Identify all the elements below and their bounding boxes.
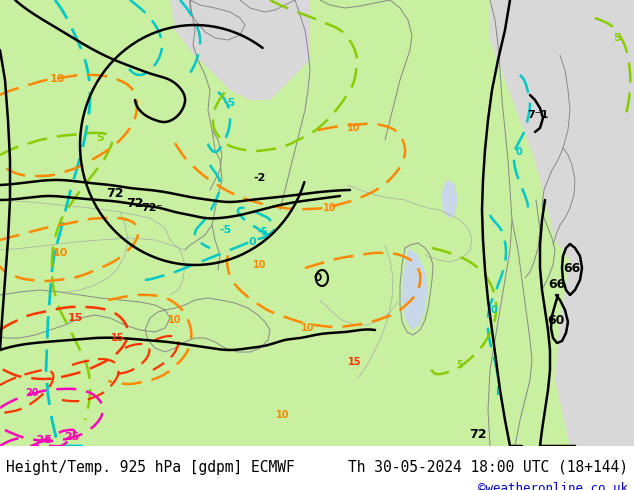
Text: -5: -5 — [219, 225, 231, 235]
Text: -25: -25 — [32, 435, 52, 445]
Text: 72⁻: 72⁻ — [141, 203, 163, 213]
Polygon shape — [490, 0, 634, 320]
Text: 66: 66 — [548, 278, 566, 292]
Text: 72: 72 — [126, 196, 144, 210]
Text: 15: 15 — [67, 313, 82, 323]
Polygon shape — [441, 180, 458, 218]
Text: 10: 10 — [276, 410, 290, 420]
Text: 10: 10 — [253, 260, 267, 270]
Text: 72: 72 — [469, 428, 487, 441]
Text: 20: 20 — [25, 388, 39, 398]
Text: 10: 10 — [168, 315, 182, 325]
Text: -2: -2 — [254, 173, 266, 183]
Text: 10: 10 — [301, 323, 314, 333]
Polygon shape — [170, 0, 310, 100]
Text: -5: -5 — [257, 227, 268, 237]
Text: 66: 66 — [564, 262, 581, 274]
Polygon shape — [402, 248, 428, 330]
Text: 7⁻1: 7⁻1 — [527, 110, 548, 120]
Text: 25: 25 — [64, 432, 80, 442]
Text: ©weatheronline.co.uk: ©weatheronline.co.uk — [478, 482, 628, 490]
Text: 15: 15 — [348, 357, 362, 367]
Text: 5: 5 — [96, 133, 104, 143]
Text: 10: 10 — [53, 248, 68, 258]
Text: 0: 0 — [248, 237, 256, 247]
Text: 0: 0 — [491, 305, 498, 315]
Polygon shape — [0, 0, 634, 446]
Text: -5: -5 — [224, 98, 236, 108]
Polygon shape — [555, 260, 634, 446]
Text: 10: 10 — [49, 74, 65, 84]
Text: Th 30-05-2024 18:00 UTC (18+144): Th 30-05-2024 18:00 UTC (18+144) — [348, 460, 628, 475]
Text: 60: 60 — [547, 314, 565, 326]
Text: 10: 10 — [347, 123, 361, 133]
Text: O: O — [314, 273, 322, 283]
Text: 0: 0 — [515, 147, 522, 157]
Text: Height/Temp. 925 hPa [gdpm] ECMWF: Height/Temp. 925 hPa [gdpm] ECMWF — [6, 460, 295, 475]
Text: 15: 15 — [111, 333, 125, 343]
Text: 10: 10 — [323, 203, 337, 213]
Text: 5: 5 — [456, 360, 463, 370]
Text: 72: 72 — [107, 187, 124, 199]
Text: 5: 5 — [613, 33, 621, 43]
